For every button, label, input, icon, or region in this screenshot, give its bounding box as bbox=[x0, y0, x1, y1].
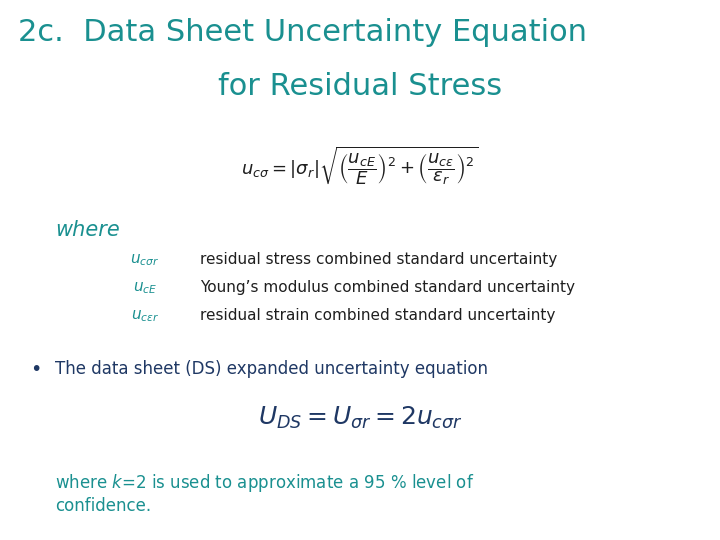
Text: $U_{DS} = U_{\sigma r} = 2u_{c\sigma r}$: $U_{DS} = U_{\sigma r} = 2u_{c\sigma r}$ bbox=[258, 405, 462, 431]
Text: $u_{cE}$: $u_{cE}$ bbox=[133, 280, 157, 296]
Text: $u_{c\sigma} = |\sigma_r|\sqrt{\left(\dfrac{u_{cE}}{E}\right)^2 + \left(\dfrac{u: $u_{c\sigma} = |\sigma_r|\sqrt{\left(\df… bbox=[241, 145, 479, 187]
Text: where $k$=2 is used to approximate a 95 % level of: where $k$=2 is used to approximate a 95 … bbox=[55, 472, 474, 494]
Text: 2c.  Data Sheet Uncertainty Equation: 2c. Data Sheet Uncertainty Equation bbox=[18, 18, 587, 47]
Text: Young’s modulus combined standard uncertainty: Young’s modulus combined standard uncert… bbox=[200, 280, 575, 295]
Text: residual stress combined standard uncertainty: residual stress combined standard uncert… bbox=[200, 252, 557, 267]
Text: The data sheet (DS) expanded uncertainty equation: The data sheet (DS) expanded uncertainty… bbox=[55, 360, 488, 378]
Text: •: • bbox=[30, 360, 41, 379]
Text: residual strain combined standard uncertainty: residual strain combined standard uncert… bbox=[200, 308, 555, 323]
Text: $u_{c\sigma r}$: $u_{c\sigma r}$ bbox=[130, 252, 160, 268]
Text: $u_{c\varepsilon r}$: $u_{c\varepsilon r}$ bbox=[131, 308, 159, 323]
Text: for Residual Stress: for Residual Stress bbox=[218, 72, 502, 101]
Text: where: where bbox=[55, 220, 120, 240]
Text: confidence.: confidence. bbox=[55, 497, 151, 515]
